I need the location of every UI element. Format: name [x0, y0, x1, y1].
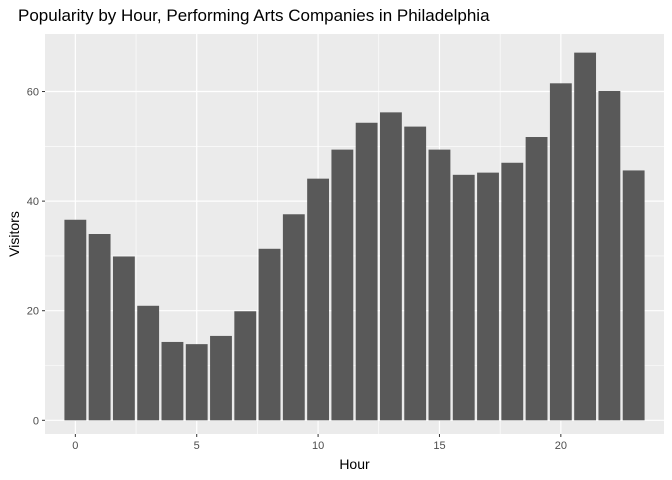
bar-hour-12: [355, 122, 378, 421]
bar-hour-0: [64, 219, 87, 421]
bar-hour-18: [501, 162, 524, 421]
bar-hour-23: [622, 170, 645, 421]
bar-hour-8: [258, 248, 281, 421]
x-tick-label: 10: [312, 440, 324, 452]
bar-hour-19: [525, 137, 548, 421]
bar-hour-16: [452, 174, 475, 421]
bar-hour-3: [137, 305, 160, 421]
y-tick-label: 20: [27, 306, 39, 318]
axes: 0 5 10 15 20 0 20 40 60: [27, 87, 567, 452]
x-axis-title: Hour: [339, 456, 370, 472]
bars: [64, 52, 645, 421]
y-tick-label: 0: [33, 415, 39, 427]
y-tick-label: 40: [27, 196, 39, 208]
bar-hour-6: [210, 335, 232, 421]
x-tick-label: 20: [555, 440, 567, 452]
x-tick-label: 5: [194, 440, 200, 452]
bar-hour-9: [282, 214, 305, 421]
x-tick-label: 15: [433, 440, 445, 452]
bar-hour-14: [404, 126, 427, 421]
bar-hour-13: [379, 112, 402, 421]
bar-hour-7: [234, 311, 257, 421]
bar-hour-10: [307, 178, 330, 421]
bar-hour-20: [549, 83, 572, 421]
x-tick-label: 0: [72, 440, 78, 452]
y-tick-label: 60: [27, 87, 39, 99]
bar-hour-17: [477, 172, 499, 421]
bar-hour-2: [112, 256, 135, 421]
bar-hour-1: [88, 234, 111, 421]
bar-hour-4: [161, 341, 184, 421]
y-axis-title: Visitors: [6, 211, 22, 257]
chart-title: Popularity by Hour, Performing Arts Comp…: [18, 6, 490, 25]
bar-hour-11: [331, 149, 354, 421]
bar-hour-22: [598, 90, 621, 421]
bar-hour-5: [185, 344, 208, 421]
bar-hour-21: [574, 52, 597, 421]
bar-hour-15: [428, 149, 451, 421]
